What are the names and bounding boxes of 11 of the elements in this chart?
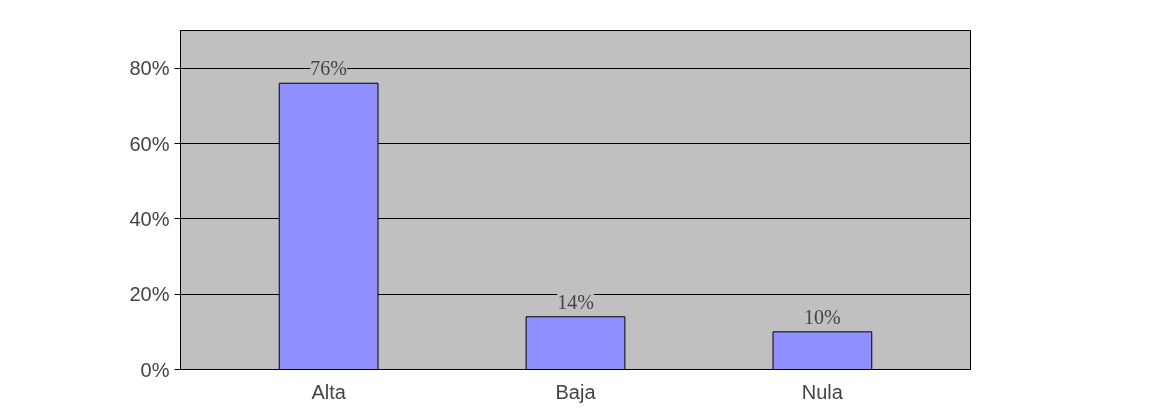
data-label: 10% (804, 305, 841, 328)
y-tick-label: 80% (129, 57, 170, 80)
y-tick-label: 0% (140, 358, 170, 381)
x-tick-label: Baja (555, 380, 597, 403)
data-label: 76% (310, 57, 347, 80)
data-label: 14% (557, 290, 594, 313)
y-tick-label: 40% (129, 207, 170, 230)
y-tick-label: 20% (129, 283, 170, 306)
x-tick-label: Alta (311, 380, 347, 403)
y-tick-label: 60% (129, 132, 170, 155)
x-tick-label: Nula (801, 380, 844, 403)
